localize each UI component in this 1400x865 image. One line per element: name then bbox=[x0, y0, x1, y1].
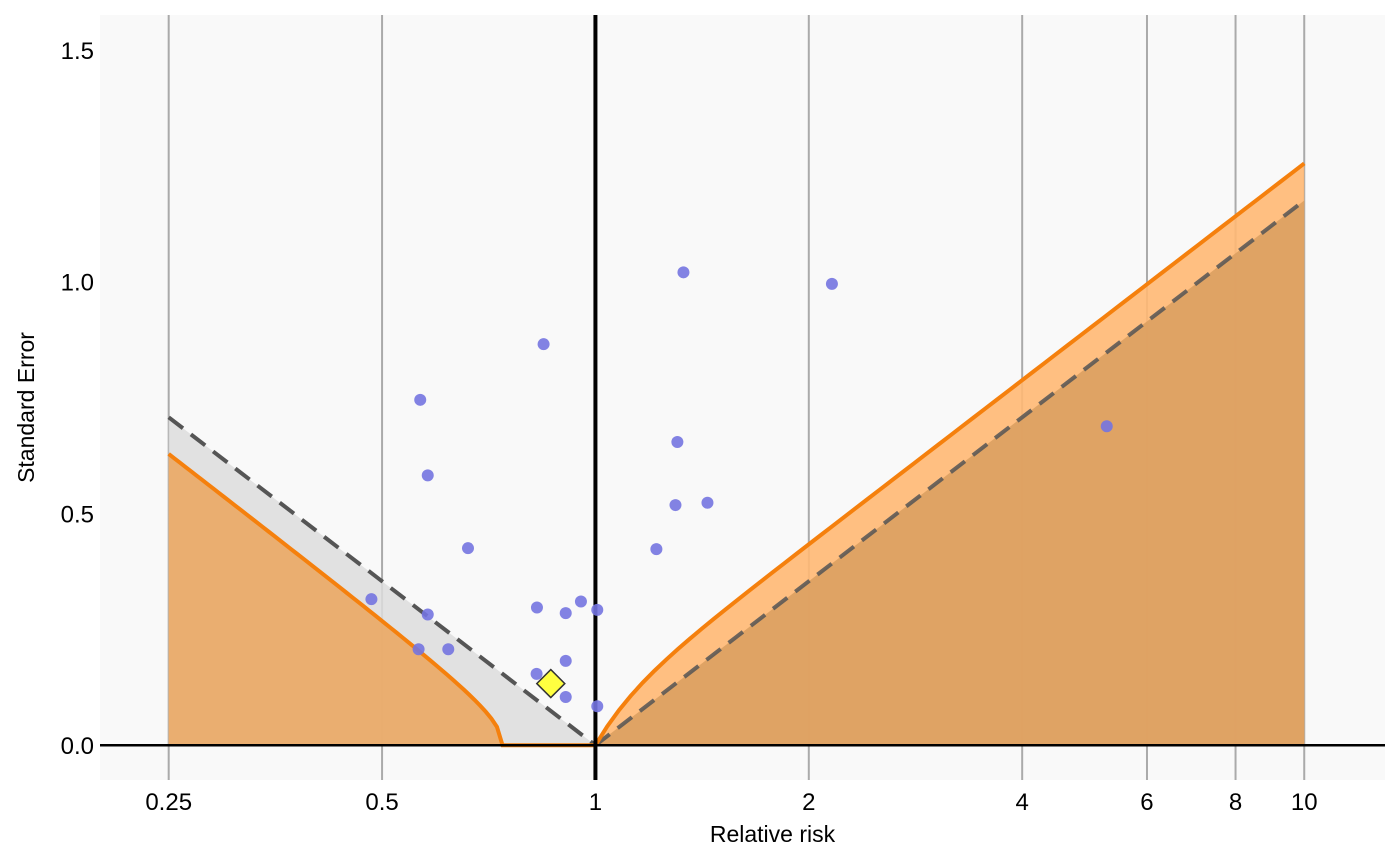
axes bbox=[100, 15, 1385, 780]
study-point-10 bbox=[537, 338, 550, 351]
y-tick-label-1.5: 1.5 bbox=[61, 38, 94, 65]
study-point-14 bbox=[574, 595, 587, 608]
y-tick-labels: 0.0 0.5 1.0 1.5 bbox=[61, 38, 94, 760]
study-point-3 bbox=[421, 469, 434, 482]
reference-dashed-line-right bbox=[594, 198, 1306, 747]
x-axis-title: Relative risk bbox=[710, 821, 836, 847]
study-points bbox=[365, 266, 1113, 713]
study-point-4 bbox=[421, 608, 434, 621]
study-point-13 bbox=[559, 691, 572, 704]
study-point-2 bbox=[414, 393, 427, 406]
study-point-11 bbox=[559, 607, 572, 620]
study-point-23 bbox=[1100, 420, 1113, 433]
x-tick-label-1: 1 bbox=[589, 789, 602, 816]
study-point-22 bbox=[825, 277, 838, 290]
study-point-7 bbox=[461, 542, 474, 555]
study-point-8 bbox=[530, 601, 543, 614]
x-tick-label-6: 6 bbox=[1140, 789, 1153, 816]
x-tick-label-4: 4 bbox=[1015, 789, 1028, 816]
study-point-5 bbox=[412, 643, 425, 656]
study-point-1 bbox=[365, 593, 378, 606]
study-point-19 bbox=[671, 436, 684, 449]
study-point-6 bbox=[442, 643, 455, 656]
study-point-16 bbox=[591, 700, 604, 713]
study-point-20 bbox=[677, 266, 690, 279]
boundary-lines bbox=[167, 161, 1306, 748]
pooled-line-right bbox=[593, 161, 1306, 747]
overlap-region-right bbox=[595, 200, 1305, 746]
x-tick-label-10: 10 bbox=[1291, 789, 1318, 816]
x-tick-label-2: 2 bbox=[802, 789, 815, 816]
study-point-17 bbox=[650, 543, 663, 556]
y-tick-label-0.5: 0.5 bbox=[61, 501, 94, 528]
overlap-region-left bbox=[168, 453, 596, 746]
x-tick-label-8: 8 bbox=[1229, 789, 1242, 816]
study-point-21 bbox=[701, 496, 714, 509]
y-axis-title: Standard Error bbox=[13, 332, 39, 483]
study-point-12 bbox=[559, 654, 572, 667]
reference-dashed-line-left bbox=[167, 415, 597, 747]
x-tick-label-0.5: 0.5 bbox=[365, 789, 398, 816]
x-tick-label-0.25: 0.25 bbox=[145, 789, 192, 816]
pooled-line-left bbox=[167, 452, 596, 748]
y-tick-label-0.0: 0.0 bbox=[61, 733, 94, 760]
x-tick-labels: 0.25 0.5 1 2 4 6 8 10 bbox=[145, 789, 1317, 816]
y-tick-label-1.0: 1.0 bbox=[61, 270, 94, 297]
study-point-15 bbox=[591, 603, 604, 616]
study-point-9 bbox=[530, 667, 543, 680]
pooled-estimate-diamond bbox=[535, 668, 566, 699]
study-point-18 bbox=[669, 499, 682, 512]
